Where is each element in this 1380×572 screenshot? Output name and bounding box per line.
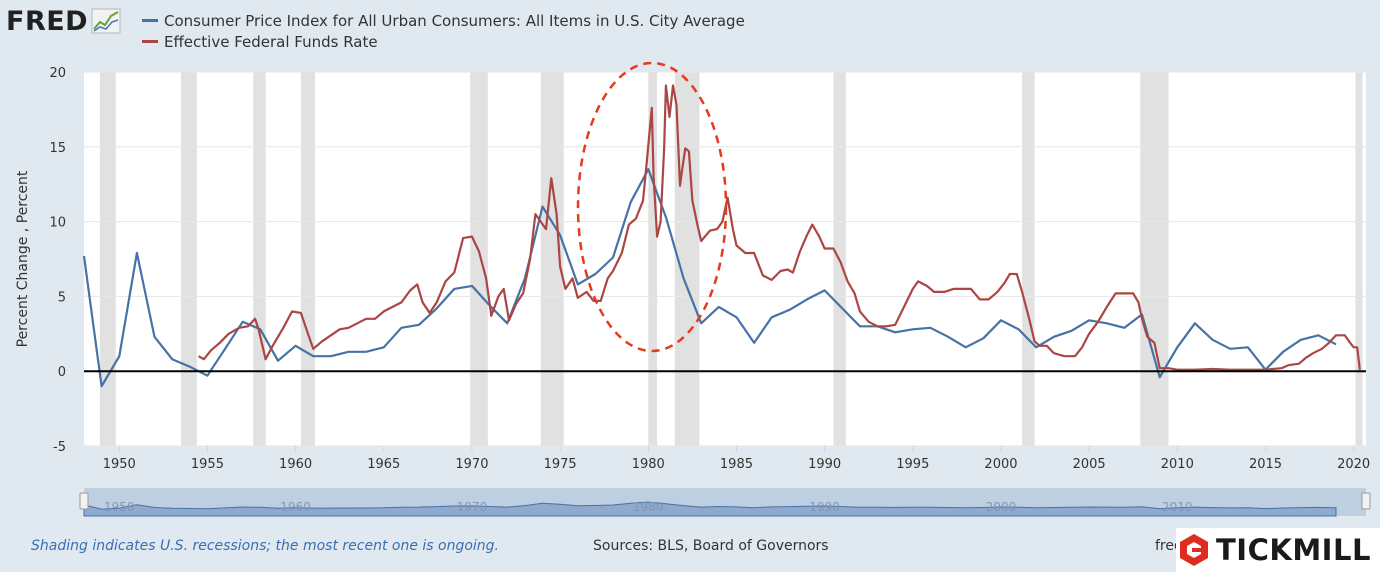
legend-item-fedfunds[interactable]: Effective Federal Funds Rate: [142, 31, 745, 52]
navigator-label: 2010: [1162, 500, 1193, 514]
fred-site-link[interactable]: fred: [1155, 538, 1183, 554]
x-tick-label: 1995: [896, 457, 929, 472]
line-chart: -5 0 5 10 15 20 1950 1955 1960 1965 1970 1975 1980 19…: [15, 61, 1371, 517]
navigator-label: 1960: [280, 500, 311, 514]
fred-logo-text: FRED: [6, 5, 89, 37]
y-axis-label: Percent Change , Percent: [15, 170, 31, 347]
x-tick-label: 1950: [103, 457, 136, 472]
x-tick-label: 2005: [1073, 457, 1106, 472]
y-tick-label: 0: [58, 365, 66, 380]
x-tick-label: 2020: [1337, 457, 1370, 472]
y-tick-label: -5: [53, 440, 66, 455]
fred-logo[interactable]: FRED: [6, 5, 121, 37]
x-tick-label: 2010: [1161, 457, 1194, 472]
tickmill-logo-icon: [1180, 534, 1208, 566]
navigator-label: 2000: [986, 500, 1017, 514]
x-tick-label: 1980: [632, 457, 665, 472]
y-tick-label: 20: [49, 66, 66, 81]
y-tick-label: 15: [49, 141, 66, 156]
recession-band: [1140, 72, 1169, 446]
navigator-handle-right[interactable]: [1361, 492, 1371, 510]
legend-label-fedfunds: Effective Federal Funds Rate: [164, 32, 378, 51]
x-tick-label: 1960: [279, 457, 312, 472]
recession-band: [253, 72, 266, 446]
tickmill-brand-name: TICKMILL: [1216, 533, 1371, 567]
legend-swatch-fedfunds: [142, 40, 158, 43]
y-tick-label: 5: [58, 290, 66, 305]
navigator-label: 1990: [809, 500, 840, 514]
y-tick-label: 10: [49, 216, 66, 231]
sources-note: Sources: BLS, Board of Governors: [593, 538, 829, 554]
x-tick-label: 1970: [455, 457, 488, 472]
highlight-ellipse: [576, 61, 728, 353]
fred-chart-icon: [91, 8, 121, 34]
recession-shading-note: Shading indicates U.S. recessions; the m…: [31, 538, 500, 554]
legend-item-cpi[interactable]: Consumer Price Index for All Urban Consu…: [142, 10, 745, 31]
navigator-handle-left[interactable]: [79, 492, 89, 510]
x-tick-label: 2000: [984, 457, 1017, 472]
x-tick-label: 1965: [367, 457, 400, 472]
recession-band: [470, 72, 488, 446]
cpi-series-line[interactable]: [82, 168, 1337, 388]
tickmill-watermark: TICKMILL: [1176, 528, 1380, 572]
x-tick-label: 1975: [544, 457, 577, 472]
legend-label-cpi: Consumer Price Index for All Urban Consu…: [164, 11, 745, 30]
navigator-label: 1950: [104, 500, 135, 514]
recession-band: [648, 72, 658, 446]
x-tick-label: 1990: [808, 457, 841, 472]
recession-band: [99, 72, 116, 446]
x-tick-label: 1955: [191, 457, 224, 472]
plot-area: [84, 72, 1366, 446]
navigator-label: 1970: [457, 500, 488, 514]
x-tick-label: 2015: [1249, 457, 1282, 472]
recession-band: [540, 72, 564, 446]
navigator-label: 1980: [633, 500, 664, 514]
recession-band: [1355, 72, 1363, 446]
recession-band: [300, 72, 316, 446]
x-tick-label: 1985: [720, 457, 753, 472]
navigator-series-area: [83, 501, 1337, 517]
chart-legend: Consumer Price Index for All Urban Consu…: [142, 10, 745, 52]
recession-band: [1022, 72, 1035, 446]
legend-swatch-cpi: [142, 19, 158, 22]
recession-band: [180, 72, 197, 446]
fedfunds-series-line[interactable]: [198, 84, 1361, 371]
